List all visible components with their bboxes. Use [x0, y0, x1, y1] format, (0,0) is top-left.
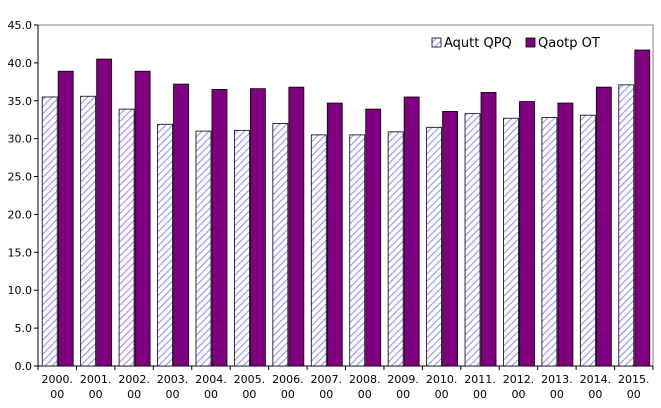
y-tick-label: 30.0: [8, 133, 33, 146]
x-tick-label: 2006. 00: [272, 373, 304, 401]
x-tick-label: 2015. 00: [618, 373, 650, 401]
bar-series-1-9: [387, 131, 404, 367]
y-tick-label: 20.0: [8, 208, 33, 221]
legend-swatch-2: [525, 37, 536, 48]
bar-series-2-12: [519, 101, 535, 367]
bar-series-2-9: [403, 96, 420, 367]
bar-series-1-15: [618, 84, 635, 367]
x-tick-label: 2011. 00: [464, 373, 496, 401]
bar-series-2-0: [57, 70, 74, 367]
bar-series-1-7: [310, 134, 327, 367]
legend: Aqutt QPQ Qaotp OT: [431, 36, 600, 51]
bar-series-1-12: [503, 117, 519, 367]
bar-series-2-11: [480, 92, 497, 367]
x-tick-label: 2003. 00: [157, 373, 189, 401]
bar-series-1-10: [426, 126, 442, 367]
legend-label-2: Qaotp OT: [538, 36, 600, 51]
bar-series-1-13: [541, 117, 558, 367]
bar-series-2-13: [557, 102, 574, 367]
x-tick-label: 2014. 00: [580, 373, 612, 401]
x-tick-label: 2010. 00: [426, 373, 458, 401]
x-tick-label: 2012. 00: [503, 373, 535, 401]
bar-series-2-10: [442, 110, 458, 367]
y-tick-label: 45.0: [8, 19, 33, 32]
bar-series-2-5: [250, 88, 266, 367]
y-tick-label: 40.0: [8, 57, 33, 70]
bar-series-1-5: [234, 129, 250, 367]
bar-series-1-11: [464, 113, 481, 367]
bar-series-1-3: [157, 123, 173, 367]
bar-series-2-3: [173, 83, 189, 367]
bar-series-2-15: [634, 49, 651, 367]
legend-swatch-1: [431, 37, 442, 48]
x-tick-label: 2007. 00: [311, 373, 343, 401]
x-tick-label: 2009. 00: [387, 373, 419, 401]
bar-series-2-6: [288, 86, 305, 367]
bar-series-2-7: [326, 102, 343, 367]
x-tick-label: 2001. 00: [80, 373, 112, 401]
bar-series-1-2: [118, 108, 135, 367]
y-tick-label: 5.0: [15, 322, 33, 335]
bar-series-2-1: [96, 58, 113, 367]
y-tick-label: 10.0: [8, 284, 33, 297]
y-tick-label: 35.0: [8, 95, 33, 108]
y-tick-label: 25.0: [8, 171, 33, 184]
bar-series-1-0: [41, 96, 58, 367]
bar-series-2-2: [134, 70, 151, 367]
x-tick-label: 2000. 00: [41, 373, 73, 401]
bar-series-1-4: [195, 130, 212, 367]
y-tick-label: 15.0: [8, 246, 33, 259]
bar-series-2-8: [365, 108, 382, 367]
x-tick-label: 2008. 00: [349, 373, 381, 401]
x-tick-label: 2013. 00: [541, 373, 573, 401]
bar-series-2-4: [211, 89, 228, 367]
bar-series-1-14: [579, 114, 596, 367]
bar-series-2-14: [595, 86, 612, 367]
plot-area: 0.0 5.0 10.0 15.0 20.0 25.0 30.0 35.0 40.0 45.0 20…: [8, 19, 654, 401]
x-tick-label: 2004. 00: [195, 373, 227, 401]
y-tick-label: 0.0: [15, 360, 33, 373]
legend-label-1: Aqutt QPQ: [444, 36, 512, 51]
x-tick-label: 2002. 00: [118, 373, 150, 401]
bar-series-1-8: [349, 134, 366, 367]
x-tick-label: 2005. 00: [234, 373, 266, 401]
bar-series-1-1: [80, 95, 97, 367]
bar-series-1-6: [272, 123, 289, 367]
